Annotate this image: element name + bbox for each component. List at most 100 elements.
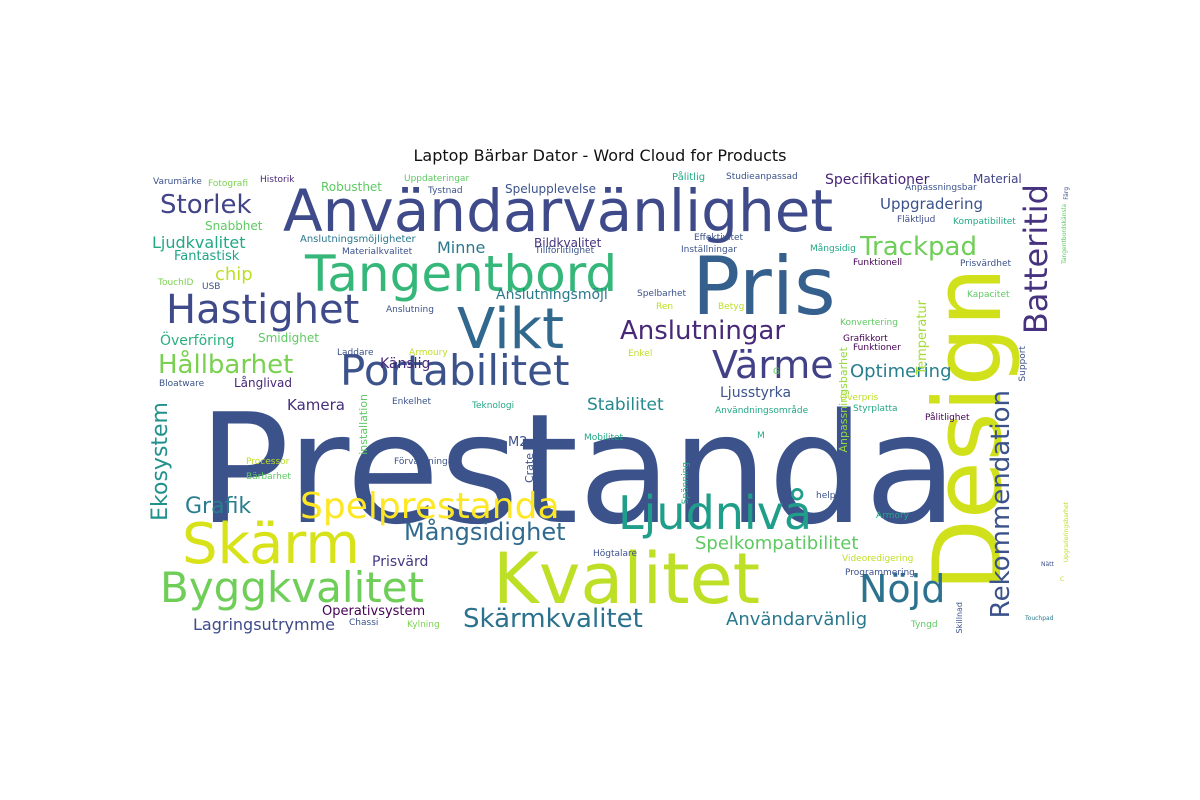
word-användarvänlighet: Användarvänlighet — [283, 177, 834, 245]
word-tystnad: Tystnad — [428, 186, 463, 196]
word-portabilitet: Portabilitet — [340, 346, 570, 395]
word-skärm: Skärm — [182, 512, 360, 577]
word-material: Material — [973, 172, 1022, 186]
word-armory: Armory — [876, 511, 909, 521]
word-fantastisk: Fantastisk — [174, 249, 240, 264]
word-studieanpassad: Studieanpassad — [726, 172, 798, 182]
word-touchpad: Touchpad — [1025, 615, 1054, 622]
word-anpassningsbar: Anpassningsbar — [905, 183, 977, 193]
word-fläktljud: Fläktljud — [897, 215, 936, 225]
word-snabbhet: Snabbhet — [205, 219, 263, 233]
word-känslig: Känslig — [380, 356, 431, 372]
word-kapacitet: Kapacitet — [967, 290, 1010, 300]
word-m2: M2 — [508, 435, 528, 450]
word-materialkvalitet: Materialkvalitet — [342, 247, 413, 257]
word-ljudnivå: Ljudnivå — [618, 486, 813, 540]
word-hastighet: Hastighet — [166, 287, 360, 333]
word-överföring: Överföring — [160, 333, 235, 349]
word-varumärke: Varumärke — [153, 177, 202, 187]
word-styrplatta: Styrplatta — [853, 404, 898, 414]
word-uppdateringar: Uppdateringar — [404, 174, 470, 184]
word-crate: Crate — [523, 453, 536, 484]
word-tangentbord: Tangentbord — [305, 245, 618, 303]
word-batteritid: Batteritid — [1017, 184, 1055, 335]
word-lagringsutrymme: Lagringsutrymme — [193, 615, 336, 634]
word-temperatur: Temperatur — [915, 300, 930, 375]
word-vikt: Vikt — [457, 297, 565, 362]
word-smidighet: Smidighet — [258, 331, 319, 345]
word-spelupplevelse: Spelupplevelse — [505, 182, 596, 196]
word-robusthet: Robusthet — [321, 180, 383, 194]
word-värme: Värme — [712, 343, 834, 387]
word-mångsidighet: Mångsidighet — [404, 518, 566, 546]
word-bildkvalitet: Bildkvalitet — [534, 236, 602, 250]
word-optimering: Optimering — [850, 361, 952, 382]
word-färg: Färg — [1063, 187, 1070, 200]
word-stabilitet: Stabilitet — [587, 395, 664, 415]
word-spänning: Spänning — [681, 462, 691, 505]
word-konvertering: Konvertering — [840, 318, 898, 328]
word-prisvärd: Prisvärd — [372, 554, 429, 570]
word-hållbarhet: Hållbarhet — [158, 350, 294, 380]
word-långlivad: Långlivad — [234, 376, 293, 390]
word-prestanda: Prestanda — [198, 381, 958, 558]
word-chip: chip — [215, 264, 253, 285]
word-laddare: Laddare — [337, 348, 374, 358]
word-högtalare: Högtalare — [593, 549, 638, 559]
word-anslutning: Anslutning — [386, 305, 434, 315]
word-touchid: TouchID — [158, 278, 194, 288]
word-spelbarhet: Spelbarhet — [637, 289, 687, 299]
word-ren: Ren — [656, 302, 674, 312]
word-specifikationer: Specifikationer — [825, 172, 930, 188]
word-trackpad: Trackpad — [860, 232, 977, 262]
word-enkel: Enkel — [628, 349, 653, 359]
word-förväntningar: Förväntningar — [394, 457, 457, 467]
word-prisvärdhet: Prisvärdhet — [960, 259, 1012, 269]
word-pålitlig: Pålitlig — [672, 172, 706, 183]
word-pris: Pris — [692, 240, 836, 333]
word-ljusstyrka: Ljusstyrka — [720, 385, 792, 401]
word-ekosystem: Ekosystem — [148, 402, 173, 521]
word-historik: Historik — [260, 175, 295, 185]
word-bloatware: Bloatware — [159, 379, 205, 389]
word-grafik: Grafik — [185, 494, 252, 519]
word-användarvänlig: Användarvänlig — [726, 609, 868, 630]
word-nöjd: Nöjd — [859, 567, 946, 611]
word-funktioner: Funktioner — [853, 343, 901, 353]
word-överpris: Överpris — [840, 393, 879, 403]
word-skärmkvalitet: Skärmkvalitet — [463, 604, 643, 634]
word-chassi: Chassi — [349, 618, 379, 628]
word-skillnad: Skillnad — [955, 602, 964, 634]
word-kompatibilitet: Kompatibilitet — [953, 217, 1016, 227]
word-bärbarhet: Bärbarhet — [246, 472, 291, 482]
word-m: M — [757, 431, 765, 441]
word-anslutningsmöjl: Anslutningsmöjl — [496, 287, 608, 303]
word-mångsidig: Mångsidig — [810, 244, 856, 254]
word-g: G — [773, 367, 780, 377]
word-grafikkort: Grafikkort — [843, 334, 888, 344]
word-effektivitet: Effektivitet — [694, 233, 744, 243]
word-tillförlitlighet: Tillförlitlighet — [535, 246, 595, 256]
word-videoredigering: Videoredigering — [842, 554, 914, 564]
word-operativsystem: Operativsystem — [322, 604, 426, 619]
word-tangentbordskänsla: Tangentbordskänsla — [1061, 204, 1068, 264]
word-programmering: Programmering — [845, 568, 915, 578]
word-spelprestanda: Spelprestanda — [300, 486, 560, 527]
word-installation: installation — [357, 394, 370, 455]
word-c: C — [1060, 576, 1065, 583]
word-mobilitet: Mobilitet — [584, 433, 624, 443]
word-spelkompatibilitet: Spelkompatibilitet — [695, 533, 859, 554]
chart-title: Laptop Bärbar Dator - Word Cloud for Pro… — [413, 146, 787, 165]
word-betyg: Betyg — [718, 302, 745, 312]
word-kvalitet: Kvalitet — [493, 538, 761, 620]
word-användningsområde: Användningsområde — [715, 406, 809, 416]
word-fotografi: Fotografi — [208, 179, 248, 189]
word-upgraderingsbarhet: Upgraderingsbarhet — [1063, 502, 1070, 563]
word-ljudkvalitet: Ljudkvalitet — [152, 233, 246, 252]
word-pålitlighet: Pålitlighet — [925, 413, 970, 423]
word-rekommendation: Rekommendation — [986, 390, 1016, 619]
word-support: Support — [1018, 346, 1028, 382]
word-byggkvalitet: Byggkvalitet — [160, 563, 425, 612]
word-inställningar: Inställningar — [681, 245, 737, 255]
word-kamera: Kamera — [287, 396, 345, 414]
